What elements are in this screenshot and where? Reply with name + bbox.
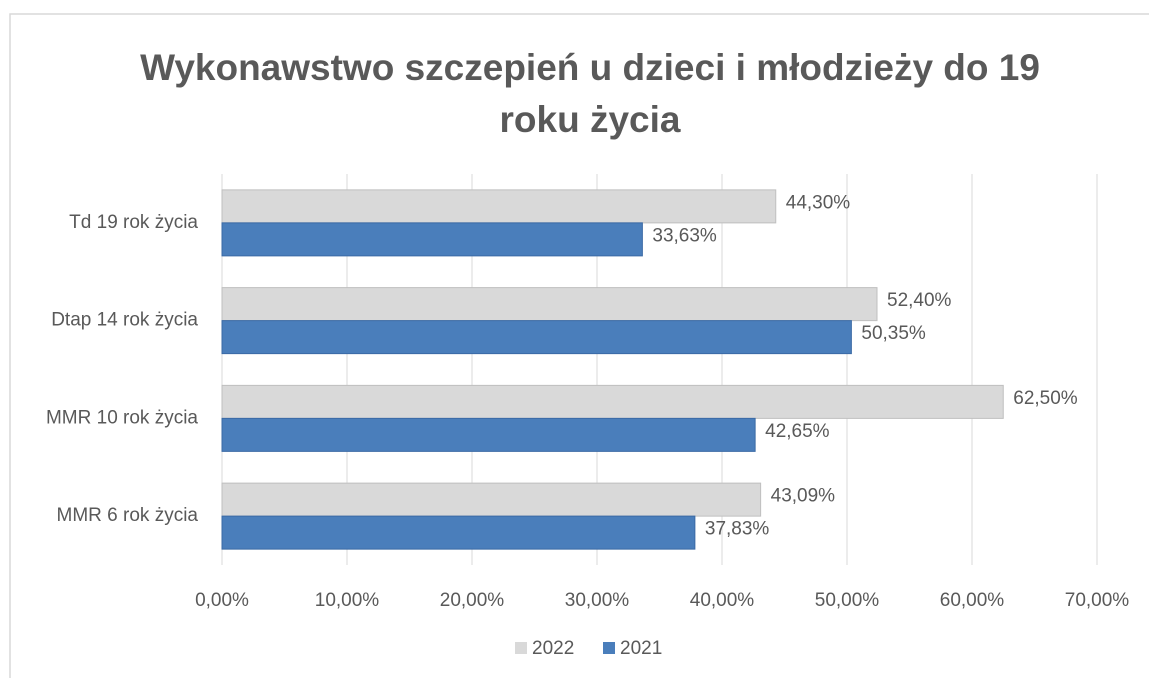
x-tick-label: 30,00% (565, 590, 630, 611)
bar (221, 482, 762, 517)
y-tick-label: MMR 10 rok życia (46, 407, 198, 428)
value-label: 50,35% (861, 323, 926, 344)
value-label: 44,30% (786, 192, 851, 213)
legend-swatch (515, 642, 527, 654)
bar (221, 320, 852, 355)
x-tick-label: 0,00% (195, 590, 249, 611)
value-label: 52,40% (887, 290, 952, 311)
bar (221, 417, 756, 452)
x-tick-label: 60,00% (940, 590, 1005, 611)
bar (221, 189, 777, 224)
legend-label: 2021 (620, 638, 662, 659)
y-tick-label: Dtap 14 rok życia (51, 310, 198, 331)
value-label: 33,63% (652, 225, 717, 246)
value-label: 37,83% (705, 519, 770, 540)
bar (221, 222, 643, 257)
x-tick-label: 10,00% (315, 590, 380, 611)
x-tick-label: 50,00% (815, 590, 880, 611)
legend-swatch (603, 642, 615, 654)
chart-title: Wykonawstwo szczepień u dzieci i młodzie… (140, 47, 1040, 140)
x-tick-label: 20,00% (440, 590, 505, 611)
bar (221, 287, 878, 322)
x-tick-label: 40,00% (690, 590, 755, 611)
value-label: 42,65% (765, 421, 830, 442)
y-tick-label: MMR 6 rok życia (57, 505, 199, 526)
value-label: 43,09% (771, 486, 836, 507)
legend-label: 2022 (532, 638, 574, 659)
value-label: 62,50% (1013, 388, 1078, 409)
y-tick-label: Td 19 rok życia (69, 212, 198, 233)
x-tick-label: 70,00% (1065, 590, 1130, 611)
chart-frame (9, 13, 1149, 678)
bar (221, 515, 696, 550)
bar (221, 384, 1004, 419)
